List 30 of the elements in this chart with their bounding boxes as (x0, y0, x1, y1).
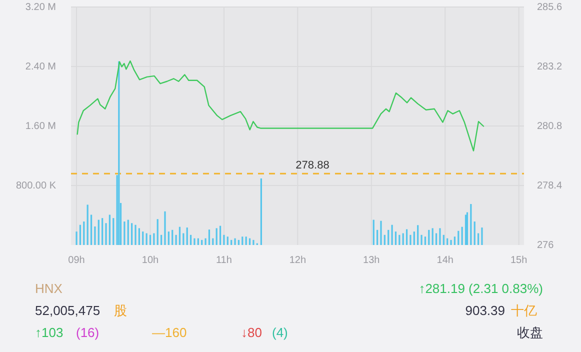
text: ↓80 (241, 325, 262, 340)
text: (16) (76, 325, 100, 340)
text: HNX (35, 281, 63, 296)
line-series (76, 60, 484, 152)
x-tick-label: 12h (289, 255, 306, 266)
text: —160 (152, 325, 187, 340)
text: (4) (272, 325, 288, 340)
text: 股 (114, 303, 127, 318)
y-tick-label: 2.40 M (25, 62, 56, 72)
x-tick-label: 10h (142, 255, 159, 266)
y-tick-label: 3.20 M (25, 2, 56, 13)
text: 十亿 (511, 303, 537, 318)
y2-tick-label: 280.8 (537, 121, 562, 132)
x-tick-label: 14h (436, 255, 454, 266)
text: 52,005,475 (35, 303, 100, 318)
y2-tick-label: 278.4 (537, 180, 562, 192)
y2-tick-label: 285.6 (537, 2, 562, 13)
x-tick-label: 11h (216, 255, 232, 266)
text: 收盘 (517, 325, 543, 340)
x-tick-label: 13h (363, 255, 380, 266)
text: ↑103 (35, 325, 64, 340)
text: 903.39 (465, 303, 505, 318)
y-tick-label: 800.00 K (16, 180, 56, 192)
text: ↑281.19 (2.31 0.83%) (418, 281, 543, 296)
y2-tick-label: 283.2 (537, 62, 562, 72)
y2-tick-label: 276 (537, 240, 554, 251)
ref-line-label: 278.88 (296, 160, 330, 172)
x-tick-label: 09h (68, 255, 85, 266)
x-tick-label: 15h (510, 255, 528, 266)
y-tick-label: 1.60 M (25, 121, 56, 132)
